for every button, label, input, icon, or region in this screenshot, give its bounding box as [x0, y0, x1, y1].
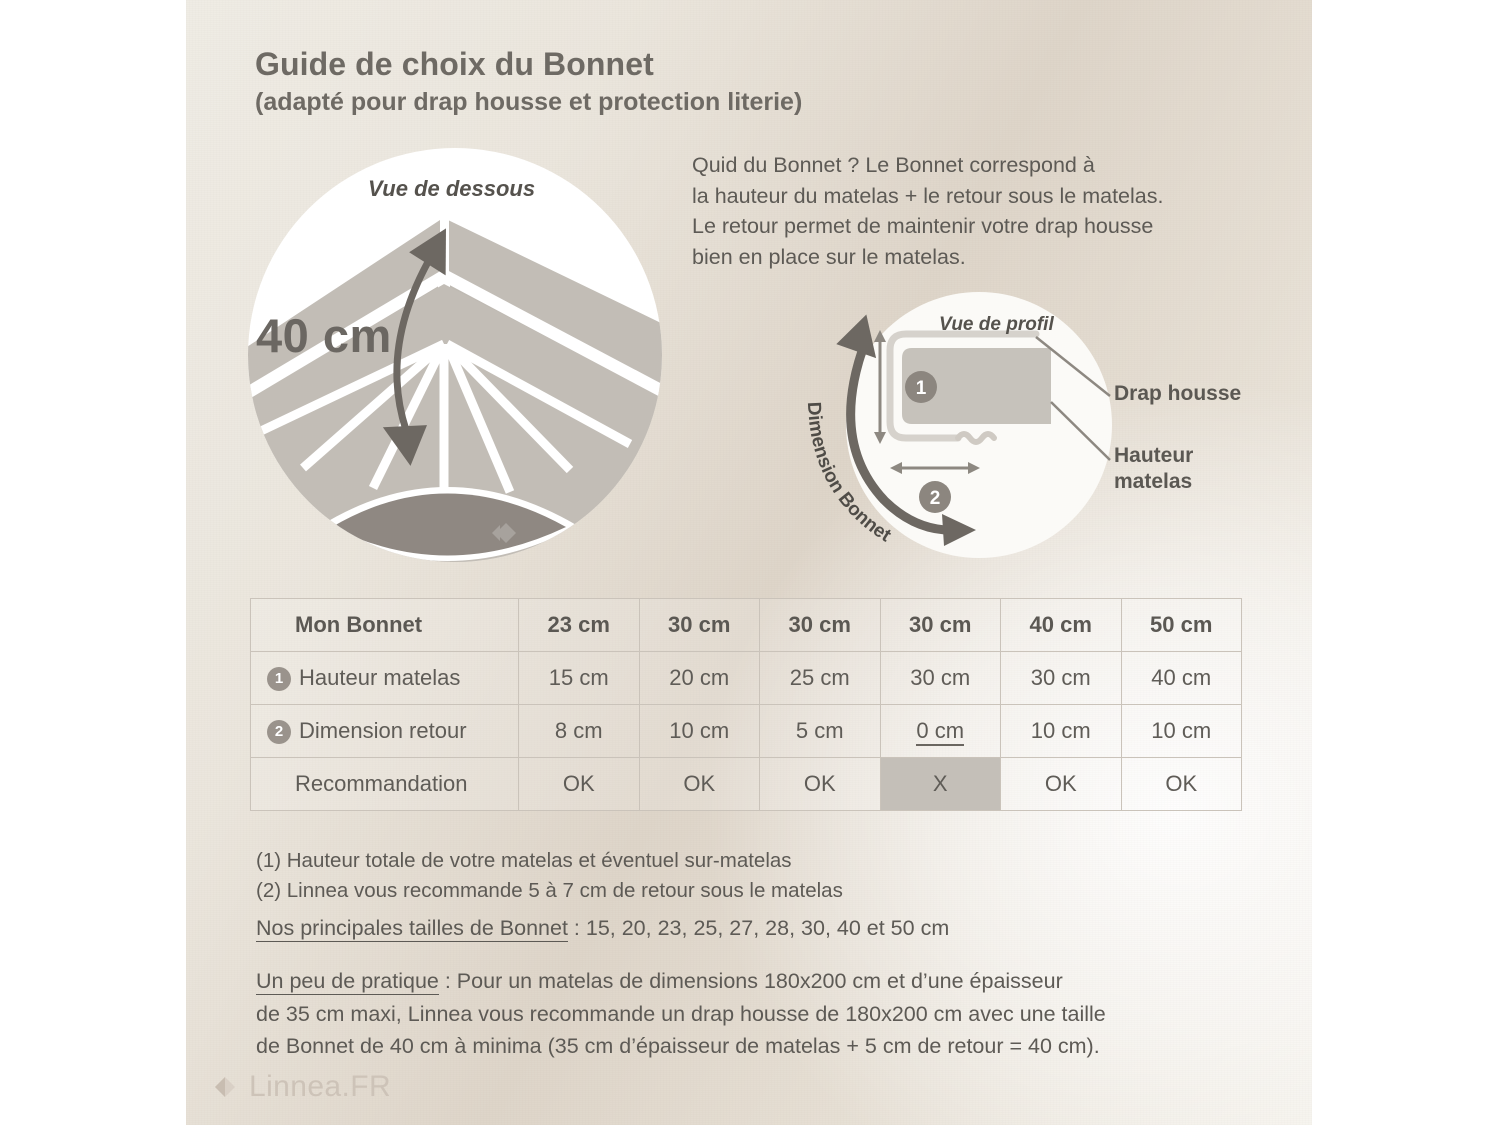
practical-example-line-3: de Bonnet de 40 cm à minima (35 cm d’épa…	[256, 1034, 1100, 1059]
underside-view-label: Vue de dessous	[368, 176, 536, 201]
footnote-1: (1) Hauteur totale de votre matelas et é…	[256, 849, 792, 872]
table-cell: 30 cm	[879, 651, 1001, 705]
page-title: Guide de choix du Bonnet	[255, 46, 654, 82]
available-sizes-label: Nos principales tailles de Bonnet	[256, 916, 568, 942]
table-cell: 40 cm	[1120, 651, 1242, 705]
sheet-corner-illustration	[248, 214, 662, 562]
table-header-cell: 30 cm	[638, 598, 760, 652]
bonnet-dimension-arrow	[846, 335, 961, 535]
arrow-head-up	[836, 314, 877, 359]
table-cell-flagged: X	[879, 757, 1001, 811]
arrow-head-down	[382, 425, 428, 466]
table-cell: OK	[759, 757, 881, 811]
profile-view-label: Vue de profil	[939, 314, 1054, 335]
table-cell: OK	[518, 757, 640, 811]
linnea-logo-text: Linnea.FR	[249, 1070, 392, 1103]
table-row-label: Recommandation	[250, 757, 519, 811]
table-row: 2 Dimension retour 8 cm 10 cm 5 cm 0 cm 10 cm 1…	[250, 704, 1242, 758]
elastic-squiggle	[955, 431, 997, 445]
arrow-head-right	[942, 514, 976, 546]
badge-1-label: 1	[916, 378, 927, 399]
callout-drap-housse: Drap housse	[1114, 382, 1242, 405]
table-cell: OK	[1120, 757, 1242, 811]
underside-view-diagram: Vue de dessous 40 cm	[248, 148, 662, 562]
bonnet-size-table: Mon Bonnet 23 cm 30 cm 30 cm 30 cm 40 cm 50 cm…	[250, 598, 1242, 811]
arrow-head-up	[409, 228, 446, 276]
table-header-cell: 23 cm	[518, 598, 640, 652]
linnea-logo[interactable]: Linnea.FR	[212, 1070, 391, 1104]
practical-example-line-1: Un peu de pratique : Pour un matelas de …	[256, 965, 1256, 998]
table-row-label: 1 Hauteur matelas	[250, 651, 519, 705]
profile-view-diagram: 1 2 Dimension Bonnet Vue de profil	[803, 292, 1112, 558]
table-header-cell: 30 cm	[879, 598, 1001, 652]
practical-example: Un peu de pratique : Pour un matelas de …	[256, 965, 1256, 1063]
table-header-cell: 30 cm	[759, 598, 881, 652]
intro-line-3: Le retour permet de maintenir votre drap…	[692, 214, 1154, 239]
watermark-diamond-icon	[492, 523, 516, 543]
badge-1-circle	[905, 371, 937, 403]
intro-line-4: bien en place sur le matelas.	[692, 244, 966, 269]
linnea-diamond-icon	[215, 1077, 235, 1097]
table-cell: 10 cm	[1120, 704, 1242, 758]
table-row: 1 Hauteur matelas 15 cm 20 cm 25 cm 30 cm 30 c…	[250, 651, 1242, 705]
table-cell: OK	[638, 757, 760, 811]
table-cell: 5 cm	[759, 704, 881, 758]
table-cell: 10 cm	[1000, 704, 1122, 758]
available-sizes-line: Nos principales tailles de Bonnet : 15, …	[256, 916, 950, 942]
practical-example-line-2: de 35 cm maxi, Linnea vous recommande un…	[256, 1001, 1106, 1026]
table-cell: 15 cm	[518, 651, 640, 705]
fitted-sheet-outline	[886, 330, 1040, 442]
callout-hauteur-line-2: matelas	[1114, 470, 1193, 494]
row-badge-icon: 2	[267, 720, 291, 744]
intro-line-1: Quid du Bonnet ? Le Bonnet correspond à	[692, 153, 1095, 177]
badge-2-circle	[919, 481, 951, 513]
table-header-cell: 40 cm	[1000, 598, 1122, 652]
table-cell: 10 cm	[638, 704, 760, 758]
badge-2-label: 2	[930, 488, 941, 509]
underside-view-svg	[248, 148, 662, 562]
footnotes: (1) Hauteur totale de votre matelas et é…	[256, 846, 1156, 905]
table-cell: 0 cm	[879, 704, 1001, 758]
bonnet-size-callout: 40 cm	[256, 309, 392, 362]
table-cell: 20 cm	[638, 651, 760, 705]
intro-paragraph: Quid du Bonnet ? Le Bonnet correspond à …	[692, 150, 1272, 272]
table-header-row: Mon Bonnet 23 cm 30 cm 30 cm 30 cm 40 cm 50 cm	[250, 598, 1242, 652]
practical-example-rest: : Pour un matelas de dimensions 180x200 …	[438, 969, 1063, 993]
table-cell: OK	[1000, 757, 1122, 811]
table-cell: 30 cm	[1000, 651, 1122, 705]
table-cell: 8 cm	[518, 704, 640, 758]
mattress-body	[902, 348, 1051, 424]
callout-hauteur-matelas: Hauteur matelas	[1114, 443, 1193, 496]
callout-hauteur-line-1: Hauteur	[1114, 444, 1194, 467]
intro-line-2: la hauteur du matelas + le retour sous l…	[692, 183, 1164, 208]
table-row-label: 2 Dimension retour	[250, 704, 519, 758]
table-cell: 25 cm	[759, 651, 881, 705]
height-measure-arrow	[393, 244, 440, 434]
table-header-cell: 50 cm	[1120, 598, 1242, 652]
available-sizes-values: : 15, 20, 23, 25, 27, 28, 30, 40 et 50 c…	[567, 916, 950, 940]
table-header-label: Mon Bonnet	[250, 598, 519, 652]
page-title-block: Guide de choix du Bonnet (adapté pour dr…	[255, 46, 1155, 117]
callout-leader-lines	[1035, 336, 1111, 461]
practical-example-label: Un peu de pratique	[256, 969, 439, 995]
profile-view-svg: 1 2 Dimension Bonnet	[803, 292, 1112, 558]
table-row: Recommandation OK OK OK X OK OK	[250, 757, 1242, 811]
page-subtitle: (adapté pour drap housse et protection l…	[255, 87, 803, 116]
row-badge-icon: 1	[267, 667, 291, 691]
footnote-2: (2) Linnea vous recommande 5 à 7 cm de r…	[256, 878, 843, 902]
